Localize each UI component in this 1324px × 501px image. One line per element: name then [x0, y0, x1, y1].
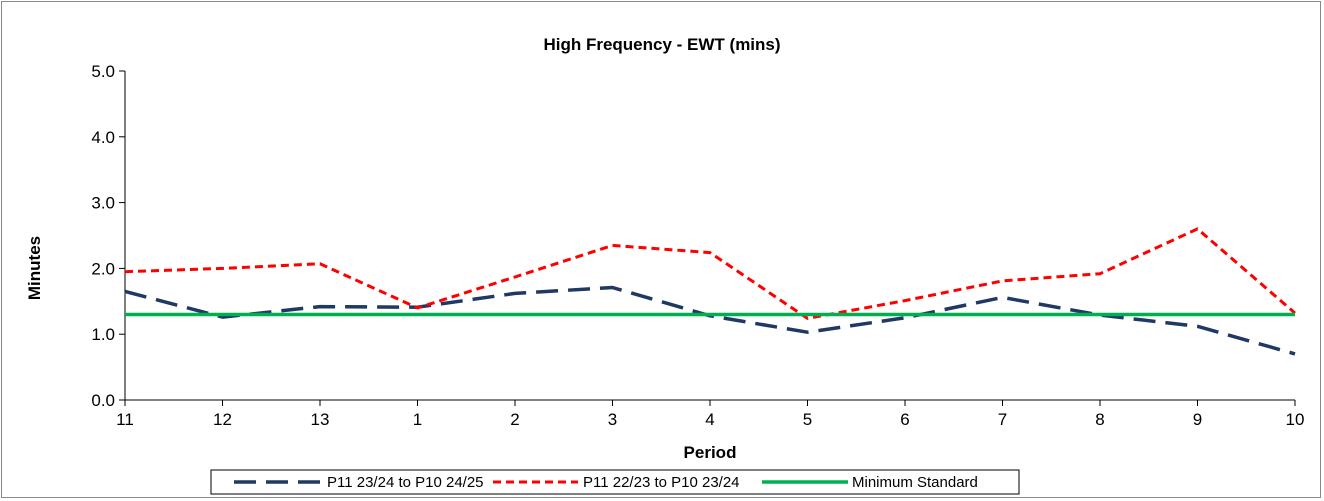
x-tick-label: 10: [1286, 410, 1305, 429]
x-tick-label: 12: [213, 410, 232, 429]
legend-label-1: P11 23/24 to P10 24/25: [327, 474, 484, 491]
x-axis-title: Period: [684, 443, 737, 462]
y-axis: 0.0 1.0 2.0 3.0 4.0 5.0: [91, 62, 126, 410]
x-tick-label: 11: [116, 410, 134, 429]
legend: P11 23/24 to P10 24/25 P11 22/23 to P10 2…: [210, 469, 1020, 495]
y-tick-label: 3.0: [91, 194, 115, 213]
x-tick-label: 3: [608, 410, 617, 429]
x-tick-label: 13: [311, 410, 330, 429]
series-line-1: [124, 285, 1296, 356]
x-tick-label: 2: [510, 410, 519, 429]
x-tick-label: 8: [1095, 410, 1104, 429]
y-axis-title: Minutes: [25, 236, 44, 300]
y-tick-label: 1.0: [91, 325, 115, 344]
x-axis: 11 12 13 1 2 3 4 5 6 7 8 9 10: [116, 399, 1305, 429]
series-line-2: [124, 227, 1296, 320]
chart-title: High Frequency - EWT (mins): [543, 35, 780, 54]
legend-label-2: P11 22/23 to P10 23/24: [583, 474, 740, 491]
legend-label-3: Minimum Standard: [852, 474, 978, 491]
legend-box: [210, 469, 1020, 495]
x-tick-label: 4: [705, 410, 714, 429]
x-tick-label: 1: [413, 410, 422, 429]
x-tick-label: 7: [998, 410, 1007, 429]
x-tick-label: 6: [900, 410, 909, 429]
y-tick-label: 0.0: [91, 391, 115, 410]
y-tick-label: 5.0: [91, 62, 115, 81]
x-tick-label: 9: [1193, 410, 1202, 429]
series-layer: [124, 227, 1296, 356]
y-tick-label: 4.0: [91, 128, 115, 147]
x-tick-label: 5: [803, 410, 812, 429]
y-tick-label: 2.0: [91, 259, 115, 278]
